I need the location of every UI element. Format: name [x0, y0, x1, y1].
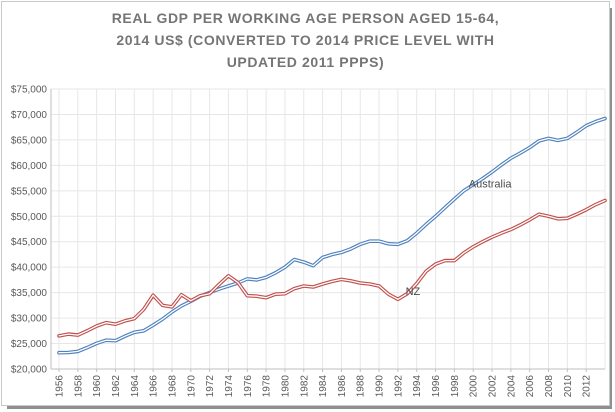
chart-frame: REAL GDP PER WORKING AGE PERSON AGED 15-… [1, 1, 610, 406]
gridlines [51, 88, 606, 370]
x-tick-label: 1974 [224, 375, 235, 398]
series-line-outer [57, 116, 607, 355]
y-tick-label: $65,000 [11, 135, 48, 146]
y-axis-labels: $20,000 $25,000 $30,000 $35,000 $40,000 $45,0… [11, 85, 48, 376]
x-tick-label: 1972 [205, 375, 216, 398]
x-tick-label: 1984 [318, 375, 329, 398]
y-tick-label: $75,000 [11, 85, 48, 96]
chart-title-line3: UPDATED 2011 PPPS) [226, 54, 385, 70]
y-tick-label: $35,000 [11, 288, 48, 299]
y-tick-label: $40,000 [11, 263, 48, 274]
axes [50, 89, 605, 370]
x-tick-label: 1982 [299, 375, 310, 398]
y-tick-label: $70,000 [11, 110, 48, 121]
x-axis-labels: 1956 1958 1960 1962 1964 1966 1968 1970 1972 1974… [55, 369, 593, 397]
x-tick-label: 1988 [356, 375, 367, 398]
x-tick-label: 2004 [506, 375, 517, 398]
x-tick-label: 1994 [412, 375, 423, 398]
y-tick-label: $50,000 [11, 212, 48, 223]
series-line-center [58, 117, 606, 354]
x-tick-label: 1990 [375, 375, 386, 398]
series-nz [57, 198, 607, 338]
x-tick-label: 1964 [130, 375, 141, 398]
x-tick-label: 1958 [73, 375, 84, 398]
series-line-outer [57, 198, 607, 338]
x-tick-label: 1976 [243, 375, 254, 398]
x-tick-label: 2002 [488, 375, 499, 398]
series-label-nz: NZ [406, 286, 421, 298]
chart-title: REAL GDP PER WORKING AGE PERSON AGED 15-… [2, 7, 609, 73]
y-tick-label: $55,000 [11, 186, 48, 197]
x-tick-label: 1966 [149, 375, 160, 398]
x-tick-label: 1962 [111, 375, 122, 398]
x-tick-label: 1978 [262, 375, 273, 398]
x-tick-label: 2012 [582, 375, 593, 398]
series-australia [57, 116, 607, 355]
x-tick-label: 1960 [92, 375, 103, 398]
x-tick-label: 1998 [450, 375, 461, 398]
x-tick-label: 2000 [469, 375, 480, 398]
x-tick-label: 1970 [186, 375, 197, 398]
y-tick-label: $25,000 [11, 339, 48, 350]
chart-title-line1: REAL GDP PER WORKING AGE PERSON AGED 15-… [111, 10, 500, 26]
series-labels: Australia NZ [406, 179, 513, 298]
y-tick-label: $30,000 [11, 314, 48, 325]
x-tick-label: 1980 [280, 375, 291, 398]
chart-title-line2: 2014 US$ (CONVERTED TO 2014 PRICE LEVEL … [116, 32, 495, 48]
x-tick-label: 2008 [544, 375, 555, 398]
x-tick-label: 1986 [337, 375, 348, 398]
x-tick-label: 2010 [563, 375, 574, 398]
y-tick-label: $20,000 [11, 365, 48, 376]
y-tick-label: $45,000 [11, 237, 48, 248]
x-tick-label: 2006 [525, 375, 536, 398]
plot-area: $20,000 $25,000 $30,000 $35,000 $40,000 $45,0… [11, 85, 607, 397]
x-tick-label: 1996 [431, 375, 442, 398]
x-tick-label: 1992 [393, 375, 404, 398]
series-line-center [58, 199, 606, 337]
x-tick-label: 1968 [167, 375, 178, 398]
y-tick-label: $60,000 [11, 161, 48, 172]
series-label-australia: Australia [469, 179, 513, 191]
x-tick-label: 1956 [55, 375, 66, 398]
